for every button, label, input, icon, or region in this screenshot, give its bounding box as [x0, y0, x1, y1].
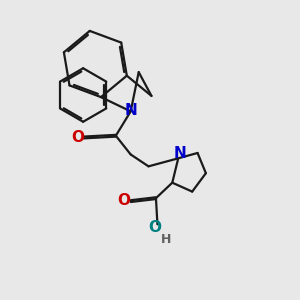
Text: O: O	[118, 193, 130, 208]
Text: O: O	[71, 130, 84, 145]
Text: N: N	[173, 146, 186, 161]
Text: O: O	[148, 220, 162, 236]
Text: N: N	[125, 103, 138, 118]
Text: H: H	[161, 233, 172, 246]
